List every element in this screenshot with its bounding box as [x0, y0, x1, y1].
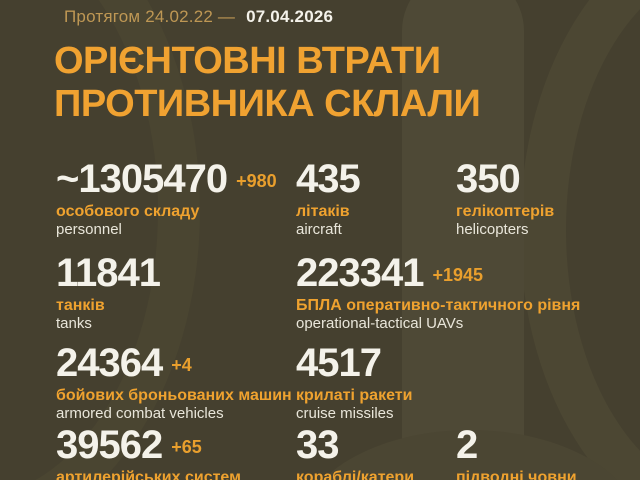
stat-value: 2 [456, 423, 478, 467]
stat-label-en: personnel [56, 221, 122, 238]
stat-label-uk: кораблі/катери [296, 469, 415, 480]
page-title: ОРІЄНТОВНІ ВТРАТИ ПРОТИВНИКА СКЛАЛИ [54, 40, 481, 126]
stat-value: 33 [296, 423, 339, 467]
stat-boats: 33 кораблі/катери [296, 424, 414, 480]
stat-tanks: 11841 танків tanks [56, 251, 161, 333]
stat-value: ~1305470 [56, 157, 228, 201]
stat-label-uk: літаків [296, 203, 350, 220]
stat-label-en: aircraft [296, 221, 342, 238]
stat-delta: +980 [236, 171, 277, 191]
stat-delta: +4 [171, 355, 192, 375]
stat-number-line: 39562 +65 [56, 424, 241, 466]
stat-label-uk: БПЛА оперативно-тактичного рівня [296, 297, 581, 314]
stat-artillery: 39562 +65 артилерійських систем [56, 424, 241, 480]
stat-aircraft: 435 літаків aircraft [296, 157, 361, 239]
stat-value: 435 [296, 157, 361, 201]
stat-number-line: 4517 [296, 342, 412, 384]
stat-personnel: ~1305470 +980 особового складу personnel [56, 158, 277, 239]
stat-label-en: helicopters [456, 221, 529, 238]
stat-number-line: 33 [296, 424, 414, 466]
stat-label-en: cruise missiles [296, 405, 394, 422]
stat-label-uk: підводні човни [456, 469, 577, 480]
stat-number-line: ~1305470 +980 [56, 158, 277, 200]
stat-helicopters: 350 гелікоптерів helicopters [456, 158, 554, 239]
stat-label-uk: артилерійських систем [56, 469, 241, 480]
stat-number-line: 2 [456, 424, 577, 466]
stat-number-line: 24364 +4 [56, 342, 292, 384]
title-line-1: ОРІЄНТОВНІ ВТРАТИ [54, 40, 441, 82]
stat-submarines: 2 підводні човни [456, 424, 577, 480]
stat-label-uk: гелікоптерів [456, 203, 555, 220]
stat-label-en: operational-tactical UAVs [296, 315, 464, 332]
stat-value: 11841 [56, 251, 161, 295]
stat-value: 223341 [296, 251, 424, 295]
stat-label-uk: бойових броньованих машин [56, 387, 292, 404]
stat-uavs: 223341 +1945 БПЛА оперативно-тактичного р… [296, 252, 580, 333]
stat-number-line: 350 [456, 158, 554, 200]
stat-label-uk: крилаті ракети [296, 387, 413, 404]
stat-delta: +65 [171, 437, 202, 457]
stat-label-uk: особового складу [56, 203, 200, 220]
stat-value: 4517 [296, 341, 382, 385]
trident-watermark-right-arc [520, 0, 640, 480]
stat-number-line: 223341 +1945 [296, 252, 580, 294]
period-line: Протягом 24.02.22 — 07.04.2026 [64, 7, 333, 27]
stat-value: 350 [456, 157, 521, 201]
stat-number-line: 11841 [56, 251, 161, 295]
stat-number-line: 435 [296, 157, 361, 201]
period-date: 07.04.2026 [246, 7, 334, 26]
period-prefix: Протягом 24.02.22 — [64, 7, 236, 26]
stat-value: 39562 [56, 423, 163, 467]
stat-delta: +1945 [432, 265, 484, 285]
stat-label-uk: танків [56, 297, 105, 314]
stat-label-en: armored combat vehicles [56, 405, 224, 422]
title-line-2: ПРОТИВНИКА СКЛАЛИ [54, 83, 481, 125]
stat-cruise-missiles: 4517 крилаті ракети cruise missiles [296, 342, 412, 423]
stat-label-en: tanks [56, 315, 92, 332]
stat-armored-vehicles: 24364 +4 бойових броньованих машин armore… [56, 342, 292, 423]
stat-value: 24364 [56, 341, 163, 385]
